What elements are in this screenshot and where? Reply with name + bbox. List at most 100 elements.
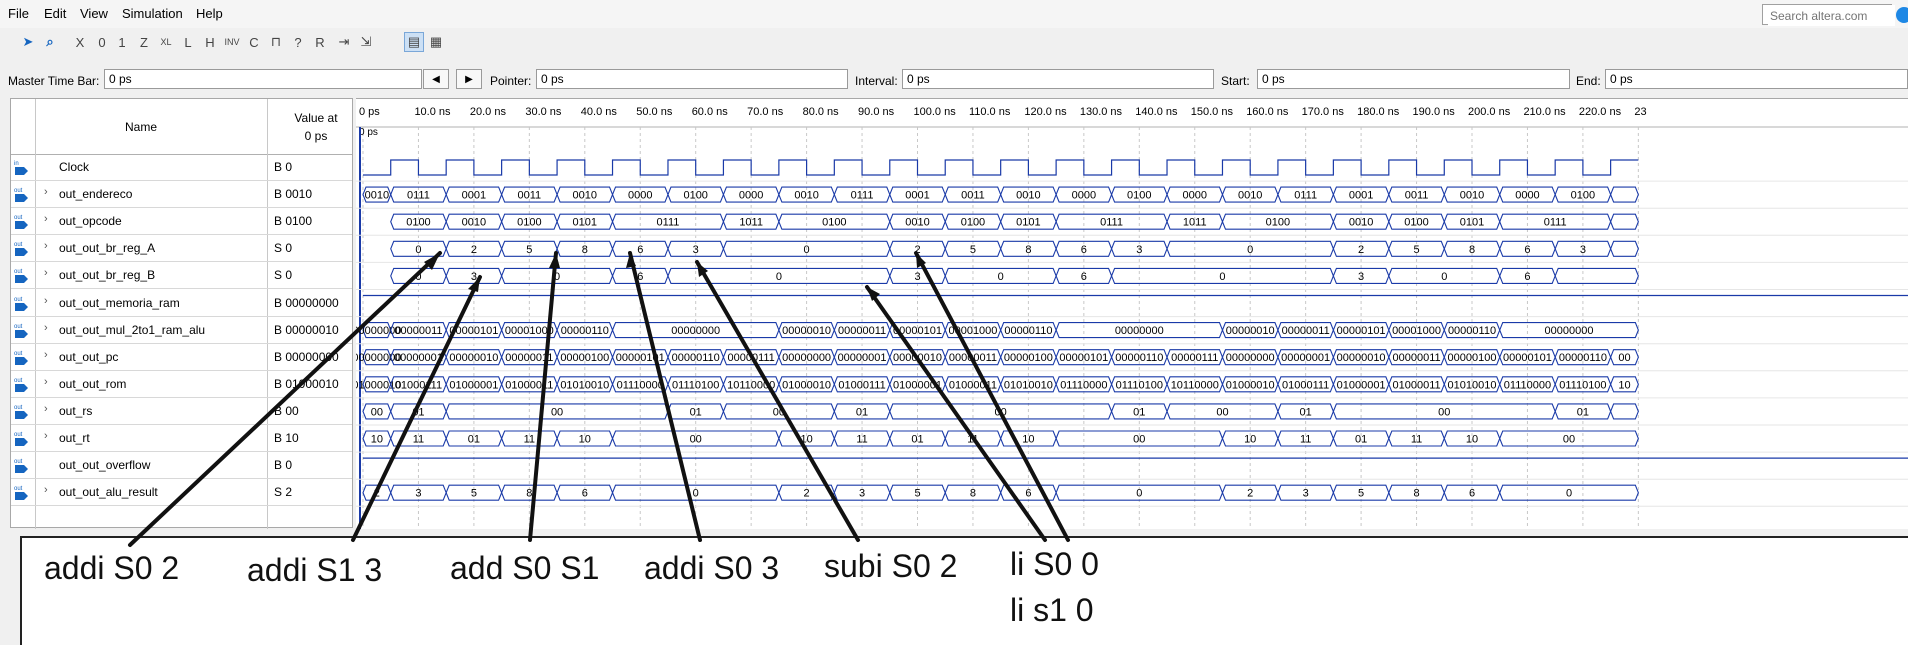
signal-name: out_out_br_reg_A (59, 241, 156, 256)
signal-row[interactable]: out › out_out_pc B 00000000 (11, 344, 352, 371)
pointer-icon[interactable]: ➤ (22, 34, 34, 49)
svg-text:out: out (14, 351, 23, 357)
signal-row[interactable]: out › out_out_br_reg_A S 0 (11, 235, 352, 263)
waveform-view-icon[interactable]: ▤ (404, 32, 424, 52)
bus-value-label: 00001000 (948, 325, 997, 337)
force-weak-unknown-icon[interactable]: XL (160, 37, 172, 47)
expand-chevron-icon[interactable]: › (44, 402, 48, 415)
pointer-field[interactable]: 0 ps (536, 69, 848, 89)
time-tick-label: 130.0 ns (1080, 106, 1123, 118)
expand-chevron-icon[interactable]: › (44, 240, 48, 253)
expand-chevron-icon[interactable]: › (44, 213, 48, 226)
menu-edit[interactable]: Edit (44, 6, 67, 21)
signal-row[interactable]: out › out_out_memoria_ram B 00000000 (11, 290, 352, 317)
bus-value-label: 00 (1618, 352, 1630, 364)
force-weak-low-icon[interactable]: L (184, 34, 192, 50)
snap-to-grid-icon[interactable]: ⇥ (338, 34, 350, 49)
count-value-icon[interactable]: C (249, 34, 259, 50)
master-time-bar-field[interactable]: 0 ps (104, 69, 422, 89)
signal-row[interactable]: out › out_out_alu_result S 2 (11, 479, 352, 507)
expand-chevron-icon[interactable]: › (44, 267, 48, 280)
end-field[interactable]: 0 ps (1605, 69, 1908, 89)
bus-value-label: 01000111 (1282, 379, 1329, 391)
value-header-line-1: Value at (294, 111, 338, 125)
expand-chevron-icon[interactable]: › (44, 430, 48, 442)
bus-value-label: 8 (1469, 244, 1475, 256)
expand-chevron-icon[interactable]: › (44, 484, 48, 497)
bus-value-label: 8 (1025, 244, 1031, 256)
bus-value-label: 01110100 (1559, 379, 1606, 391)
start-field[interactable]: 0 ps (1257, 69, 1570, 89)
time-tick-label: 150.0 ns (1191, 106, 1234, 118)
signal-row[interactable]: out › out_out_mul_2to1_ram_alu B 00000010 (11, 317, 352, 344)
bus-value-label: 5 (1413, 244, 1419, 256)
random-value-icon[interactable]: R (315, 34, 325, 50)
expand-chevron-icon[interactable]: › (44, 294, 48, 307)
help-globe-icon[interactable] (1896, 7, 1908, 23)
bus-value-label: 0010 (1349, 217, 1373, 229)
bus-value-label: 01 (911, 434, 923, 446)
value-column-header[interactable]: Value at 0 ps (283, 109, 349, 145)
bus-value-label: 01010010 (1004, 379, 1053, 391)
expand-chevron-icon[interactable]: › (44, 348, 48, 361)
signal-value: B 0100 (274, 214, 313, 229)
menu-help[interactable]: Help (196, 6, 223, 21)
bus-value-label: 3 (859, 488, 865, 500)
waveform-canvas[interactable]: 0 ps 10.0 ns 20.0 ns 30.0 ns 40.0 ns 50.0 ns 6… (356, 99, 1908, 529)
forcing-clock-icon[interactable]: ⊓ (270, 34, 282, 49)
menu-simulation[interactable]: Simulation (122, 6, 183, 21)
signal-name: out_out_memoria_ram (59, 295, 180, 310)
time-tick-label: 160.0 ns (1246, 106, 1289, 118)
expand-chevron-icon[interactable]: › (44, 321, 48, 334)
output-pin-icon: out (14, 351, 28, 365)
menu-file[interactable]: File (8, 6, 29, 21)
expand-chevron-icon[interactable]: › (44, 186, 48, 199)
time-tick-label: 120.0 ns (1024, 106, 1067, 118)
grid-settings-icon[interactable]: ⇲ (360, 34, 372, 49)
bus-value-label: 00000110 (1115, 352, 1163, 364)
bus-value-label: 01000111 (838, 379, 885, 391)
name-column-header[interactable]: Name (125, 120, 158, 134)
time-tick-label: 180.0 ns (1357, 106, 1400, 118)
bus-value-label: 0111 (1544, 217, 1567, 229)
expand-chevron-icon[interactable]: › (44, 375, 48, 388)
search-input[interactable] (1768, 5, 1895, 26)
arbitrary-value-icon[interactable]: ? (294, 34, 302, 50)
bus-value-label: 3 (471, 271, 477, 283)
time-tick-label: 100.0 ns (914, 106, 957, 118)
signal-row[interactable]: out › out_out_br_reg_B S 0 (11, 262, 352, 290)
signal-name: out_endereco (59, 187, 133, 202)
signal-row[interactable]: out out_out_overflow B 0 (11, 452, 352, 480)
fit-view-icon[interactable]: ▦ (429, 34, 443, 49)
signal-row[interactable]: out › out_out_rom B 01000010 (11, 371, 352, 398)
signal-row[interactable]: out › out_opcode B 0100 (11, 208, 352, 236)
next-transition-button[interactable]: ▶ (456, 69, 482, 89)
force-hiz-icon[interactable]: Z (140, 34, 148, 50)
bus-value-label: 00 (551, 406, 563, 418)
force-weak-high-icon[interactable]: H (205, 34, 215, 50)
signal-list-pane: Name Value at 0 ps in Clock B 0 out › out_end… (10, 98, 353, 529)
bus-value-label: 0 (554, 271, 560, 283)
force-low-icon[interactable]: 0 (98, 34, 106, 50)
bus-value-label: 0010 (1460, 190, 1484, 202)
bus-value-label: 0011 (961, 190, 985, 202)
signal-row[interactable]: out › out_rs B 00 (11, 398, 352, 425)
zoom-icon[interactable]: ⌕ (46, 34, 54, 49)
signal-row[interactable]: out › out_rt B 10 (11, 425, 352, 452)
signal-row[interactable]: in Clock B 0 (11, 154, 352, 181)
waveform-pane[interactable]: 0 ps 10.0 ns 20.0 ns 30.0 ns 40.0 ns 50.0 ns 6… (356, 98, 1908, 529)
signal-row[interactable]: out › out_endereco B 0010 (11, 181, 352, 209)
bus-value-label: 01 (468, 434, 480, 446)
svg-text:out: out (14, 324, 23, 330)
bus-value-label: 00000011 (1392, 352, 1440, 364)
previous-transition-button[interactable]: ◀ (423, 69, 449, 89)
menu-view[interactable]: View (80, 6, 108, 21)
force-unknown-icon[interactable]: X (75, 34, 85, 50)
bus-value-label: 01 (856, 406, 868, 418)
invert-icon[interactable]: INV (224, 37, 240, 47)
force-high-icon[interactable]: 1 (118, 34, 126, 50)
signal-name: out_rt (59, 431, 90, 445)
annotation-li-s1-0: li s1 0 (1010, 592, 1094, 628)
interval-field[interactable]: 0 ps (902, 69, 1214, 89)
search-box[interactable] (1762, 4, 1895, 26)
